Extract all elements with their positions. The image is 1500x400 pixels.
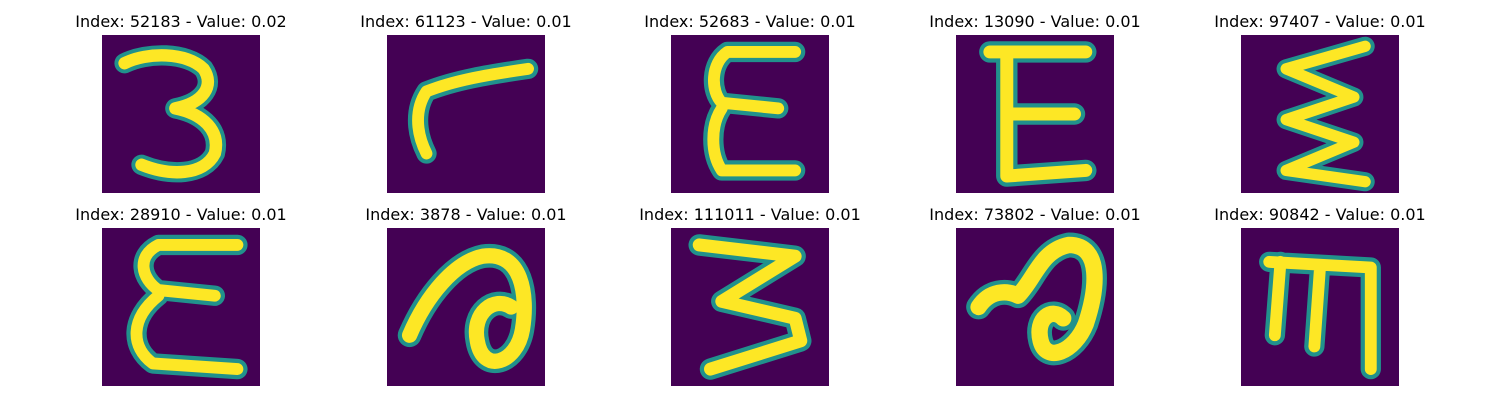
image-tile	[387, 35, 545, 193]
image-tile	[387, 228, 545, 386]
panel-title: Index: 97407 - Value: 0.01	[1214, 12, 1426, 31]
image-tile	[1241, 228, 1399, 386]
panel-title: Index: 13090 - Value: 0.01	[929, 12, 1141, 31]
image-tile	[1241, 35, 1399, 193]
loop-icon	[966, 232, 1107, 366]
image-tile	[102, 35, 260, 193]
image-tile	[956, 35, 1114, 193]
image-tile	[671, 228, 829, 386]
image-tile	[956, 228, 1114, 386]
panel-title: Index: 61123 - Value: 0.01	[360, 12, 572, 31]
panel-title: Index: 111011 - Value: 0.01	[639, 205, 861, 224]
letter-e-icon	[979, 41, 1097, 187]
panel-title: Index: 73802 - Value: 0.01	[929, 205, 1141, 224]
zigzag-icon	[688, 234, 812, 380]
panel-title: Index: 3878 - Value: 0.01	[365, 205, 567, 224]
epsilon-icon	[126, 234, 248, 380]
zigzag-icon	[1276, 36, 1375, 192]
panel-title: Index: 52183 - Value: 0.02	[75, 12, 287, 31]
epsilon-icon	[703, 41, 806, 181]
image-tile	[102, 228, 260, 386]
panel-title: Index: 90842 - Value: 0.01	[1214, 205, 1426, 224]
rotated-m-icon	[1259, 251, 1381, 380]
hook-icon	[407, 58, 539, 164]
panel-title: Index: 52683 - Value: 0.01	[644, 12, 856, 31]
image-tile	[671, 35, 829, 193]
loop-icon	[397, 244, 537, 374]
panel-title: Index: 28910 - Value: 0.01	[75, 205, 287, 224]
three-icon	[114, 45, 227, 183]
